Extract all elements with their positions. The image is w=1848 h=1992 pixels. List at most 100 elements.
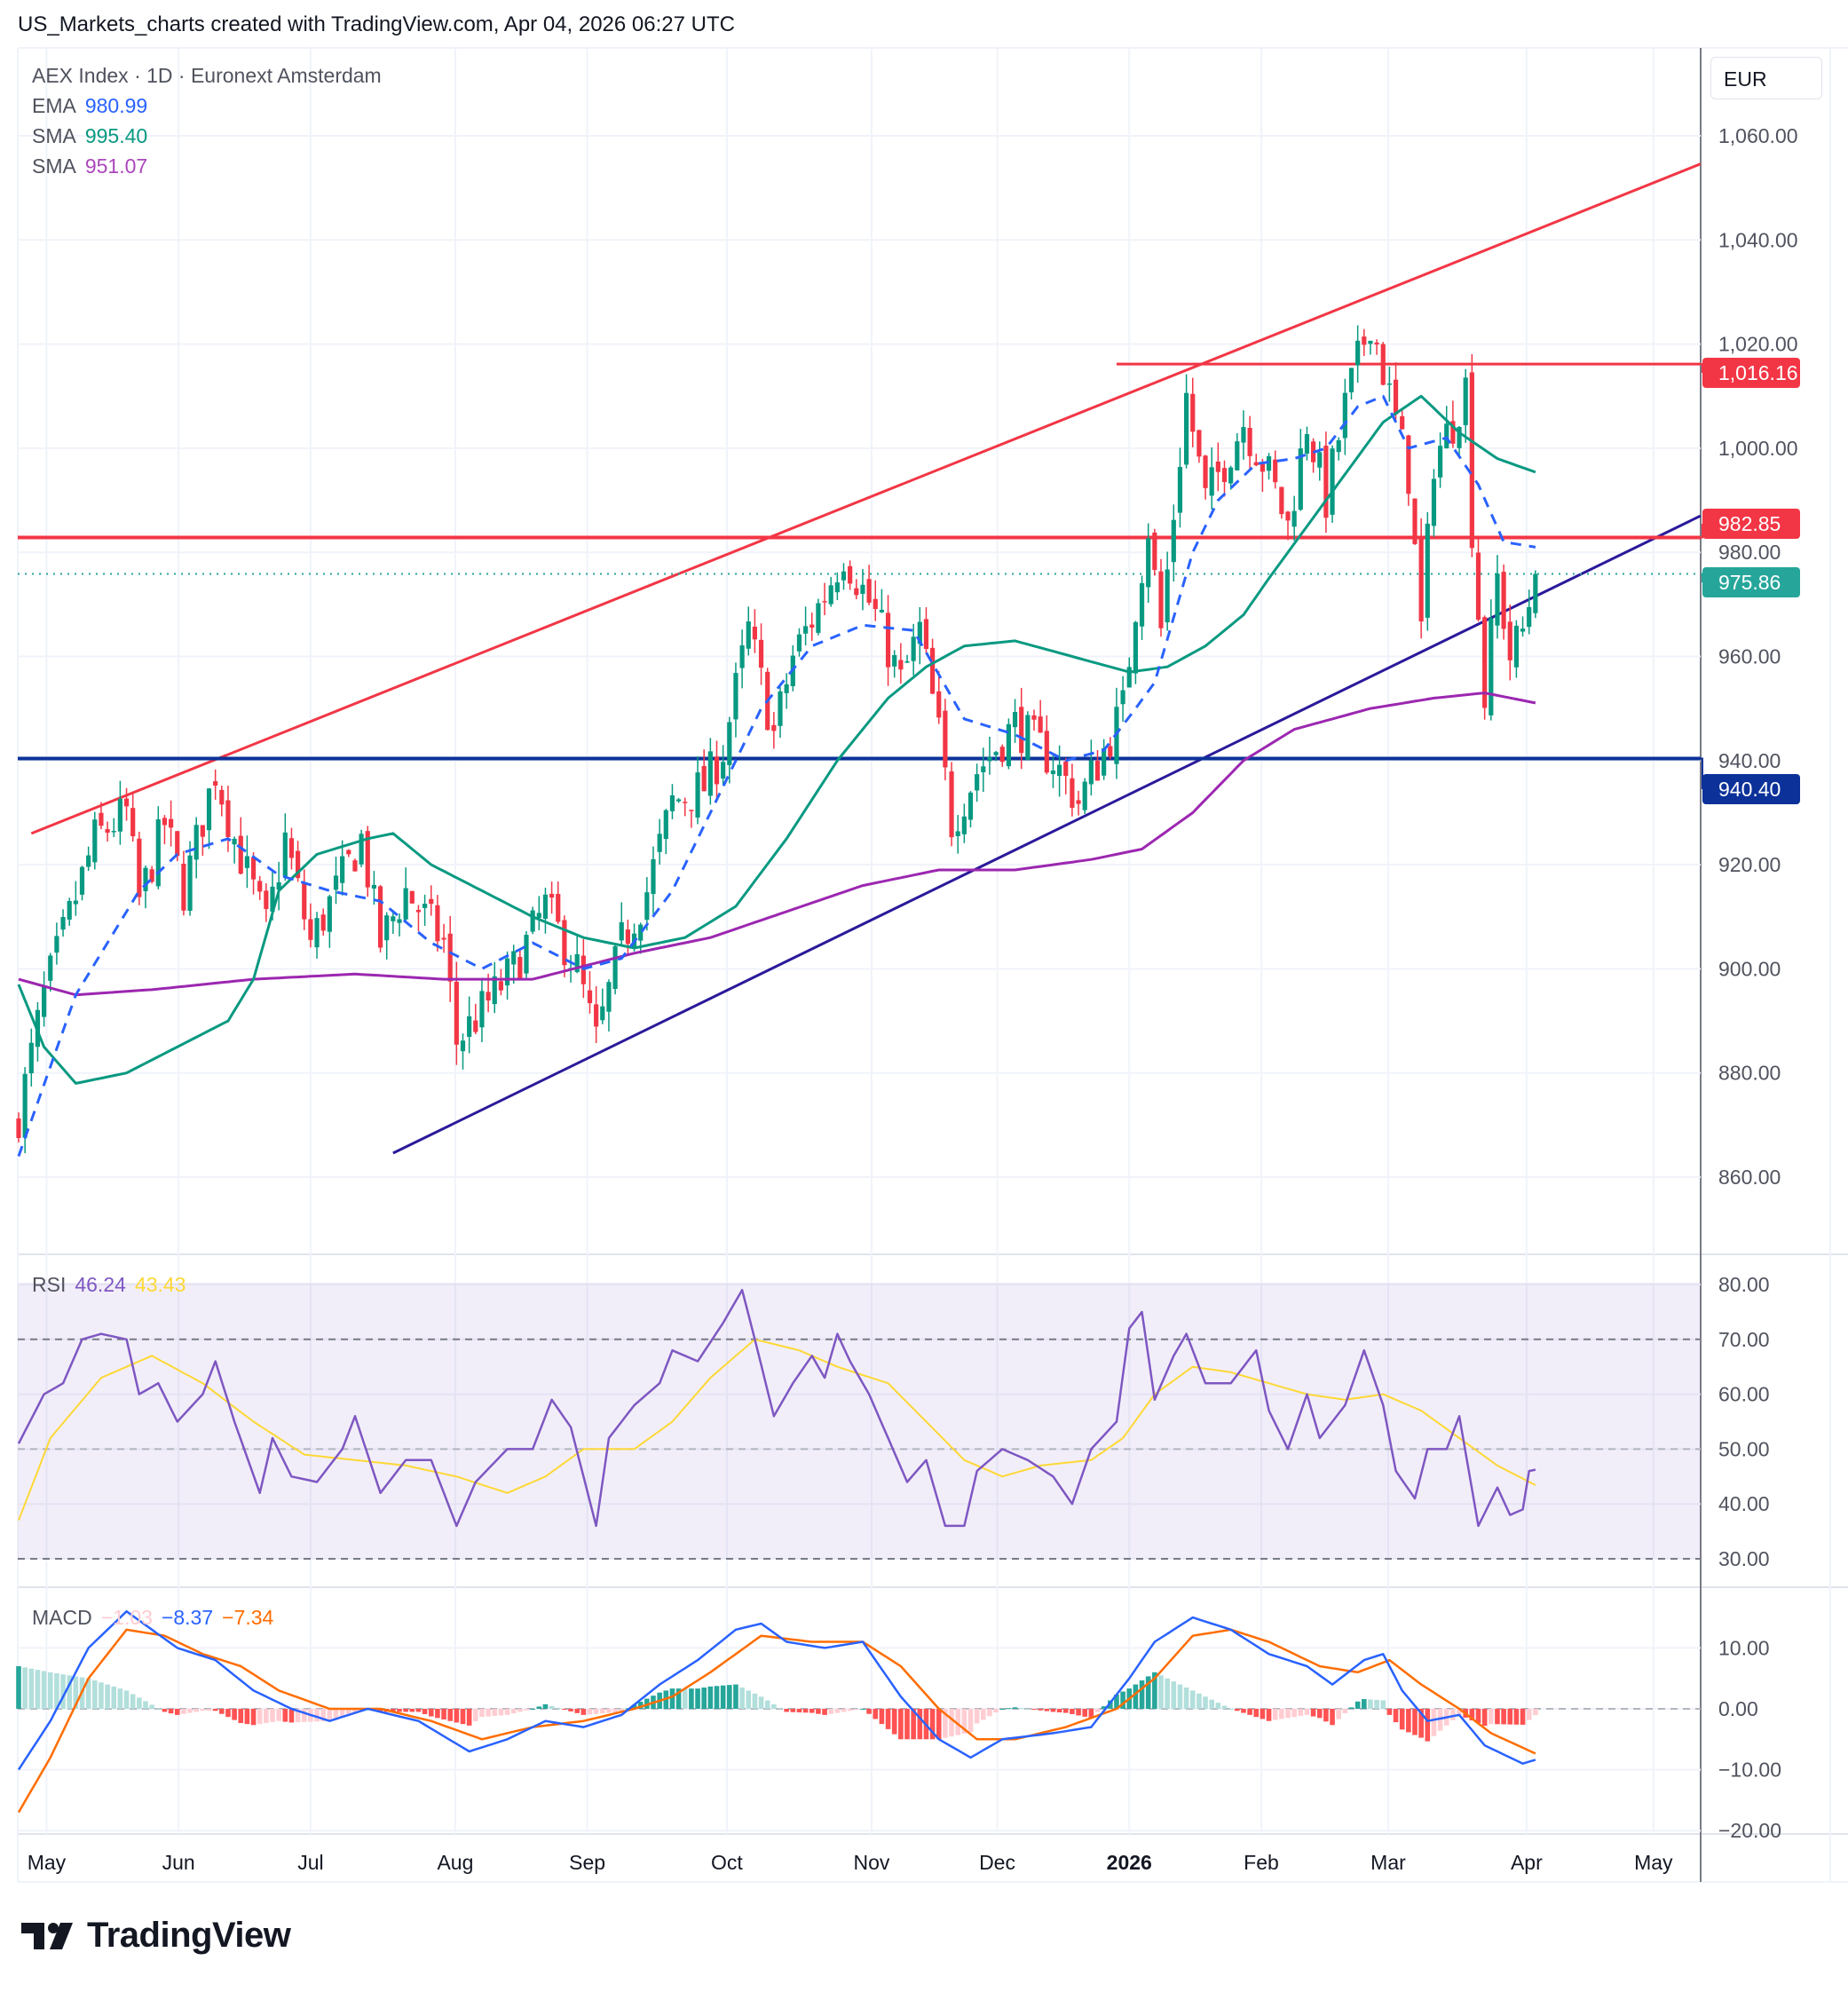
candle-body — [1038, 716, 1043, 733]
macd-histogram-bar — [778, 1708, 783, 1710]
candle-body — [1076, 800, 1081, 804]
candle-body — [257, 881, 263, 892]
candle-body — [296, 850, 301, 879]
candle-body — [384, 915, 390, 941]
candle-body — [771, 724, 777, 731]
candle-body — [73, 900, 78, 905]
macd-histogram-bar — [1425, 1709, 1431, 1742]
candle-body — [1177, 467, 1183, 513]
price-axis-label: 920.00 — [1718, 853, 1781, 876]
candle-body — [16, 1118, 21, 1139]
macd-histogram-bar — [117, 1688, 123, 1709]
macd-legend[interactable]: MACD −1.03 −8.37 −7.34 — [32, 1602, 273, 1632]
macd-histogram-bar — [1253, 1709, 1260, 1718]
candle-body — [606, 982, 612, 1012]
rsi-axis-label: 80.00 — [1718, 1273, 1770, 1296]
candle-body — [1450, 421, 1456, 444]
chart-title: US_Markets_charts created with TradingVi… — [18, 12, 735, 36]
macd-histogram-bar — [54, 1672, 59, 1709]
candle-body — [594, 1004, 599, 1027]
candle-body — [885, 613, 891, 668]
sma50-legend[interactable]: SMA 995.40 — [32, 121, 382, 151]
candle-body — [727, 722, 732, 765]
candle-body — [517, 956, 523, 980]
macd-histogram-bar — [771, 1703, 777, 1709]
price-axis-label: 1,020.00 — [1718, 333, 1798, 356]
candle-body — [232, 838, 237, 845]
candle-body — [1482, 617, 1488, 708]
time-axis-label: 2026 — [1107, 1851, 1152, 1874]
macd-histogram-bar — [1120, 1691, 1125, 1709]
candle-body — [391, 916, 396, 921]
candle-body — [60, 916, 66, 930]
candle-body — [911, 636, 916, 661]
macd-histogram-bar — [631, 1704, 637, 1709]
macd-histogram-bar — [961, 1709, 967, 1734]
currency-selector[interactable]: EUR — [1710, 57, 1822, 99]
macd-histogram-bar — [1495, 1709, 1500, 1725]
macd-histogram-bar — [149, 1704, 154, 1709]
macd-line — [17, 1609, 1536, 1771]
rsi-value: 46.24 — [75, 1273, 126, 1296]
macd-histogram-bar — [47, 1672, 53, 1709]
candle-body — [276, 881, 281, 890]
macd-histogram-bar — [758, 1696, 764, 1709]
macd-value: −8.37 — [161, 1606, 214, 1629]
macd-histogram-bar — [1418, 1709, 1424, 1738]
macd-histogram-bar — [130, 1694, 136, 1709]
macd-histogram-bar — [1348, 1707, 1354, 1709]
candle-body — [1527, 606, 1532, 628]
grid — [17, 47, 1848, 1883]
macd-histogram-bar — [391, 1709, 396, 1712]
candle-body — [169, 818, 174, 828]
sma200-legend[interactable]: SMA 951.07 — [32, 151, 382, 181]
candle-body — [1260, 462, 1265, 472]
macd-histogram-bar — [1158, 1675, 1164, 1709]
candle-body — [930, 647, 936, 694]
time-axis-label: Jun — [162, 1851, 195, 1874]
macd-histogram-bar — [1437, 1709, 1443, 1731]
candle-body — [752, 627, 757, 640]
candle-body — [423, 904, 428, 908]
macd-histogram-bar — [1316, 1709, 1323, 1719]
candle-body — [587, 990, 593, 1004]
macd-histogram-bar — [1018, 1708, 1024, 1710]
ema-line — [17, 394, 1536, 1157]
candle-body — [54, 936, 59, 953]
macd-histogram-bar — [403, 1709, 408, 1712]
macd-histogram-bar — [854, 1709, 859, 1711]
macd-histogram-bar — [327, 1709, 333, 1721]
macd-histogram-bar — [1088, 1709, 1094, 1719]
macd-histogram-bar — [377, 1709, 383, 1712]
candle-body — [993, 752, 999, 755]
candle-body — [689, 810, 694, 811]
candle-body — [834, 582, 840, 593]
macd-histogram-bar — [1139, 1680, 1145, 1709]
candle-body — [721, 762, 726, 779]
candle-body — [1330, 448, 1335, 515]
candle-body — [1317, 452, 1323, 468]
tradingview-logo[interactable]: TradingView — [21, 1916, 291, 1956]
macd-histogram-bar — [1247, 1709, 1252, 1715]
macd-histogram-bar — [352, 1709, 358, 1713]
candle-body — [1412, 498, 1418, 544]
macd-histogram-bar — [219, 1709, 225, 1714]
ema-legend[interactable]: EMA 980.99 — [32, 91, 382, 121]
sma200-line — [18, 692, 1536, 997]
macd-histogram-bar — [981, 1709, 986, 1720]
candle-body — [1444, 423, 1449, 449]
macd-histogram-bar — [35, 1670, 41, 1709]
candles — [16, 325, 1538, 1154]
rsi-legend[interactable]: RSI 46.24 43.43 — [32, 1269, 186, 1300]
candle-body — [530, 910, 535, 932]
candle-body — [365, 831, 370, 888]
candle-body — [79, 866, 85, 895]
candle-body — [1418, 536, 1424, 622]
macd-histogram-bar — [1012, 1707, 1018, 1709]
symbol-info[interactable]: AEX Index · 1D · Euronext Amsterdam — [32, 64, 382, 87]
candle-body — [638, 924, 644, 941]
candle-body — [244, 856, 249, 868]
time-axis-label: Sep — [569, 1851, 605, 1874]
candle-body — [1196, 430, 1202, 457]
